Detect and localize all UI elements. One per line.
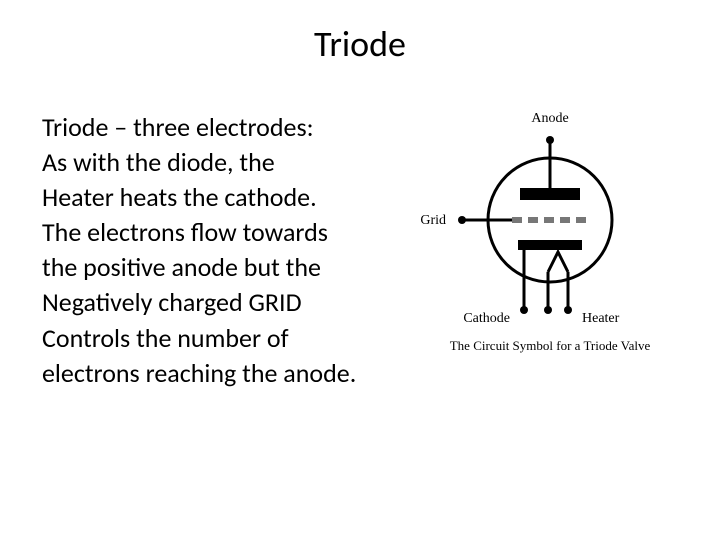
- slide-title: Triode: [0, 22, 720, 66]
- grid-terminal-dot: [458, 216, 466, 224]
- grid-label: Grid: [420, 213, 446, 228]
- anode-terminal-dot: [546, 136, 554, 144]
- triode-diagram: Anode Grid Cathode Heater The Circuit Sy…: [400, 100, 700, 370]
- anode-label: Anode: [531, 111, 568, 126]
- body-line: Heater heats the cathode.: [42, 180, 392, 215]
- body-line: The electrons flow towards: [42, 215, 392, 250]
- heater-label: Heater: [582, 311, 620, 326]
- body-line: Triode – three electrodes:: [42, 110, 392, 145]
- cathode-plate: [518, 240, 582, 250]
- grid-dash: [544, 217, 554, 223]
- body-line: electrons reaching the anode.: [42, 356, 392, 391]
- heater-terminal-dot: [544, 306, 552, 314]
- grid-dash: [528, 217, 538, 223]
- body-line: As with the diode, the: [42, 145, 392, 180]
- body-line: Controls the number of: [42, 321, 392, 356]
- cathode-terminal-dot: [520, 306, 528, 314]
- grid-dash: [512, 217, 522, 223]
- cathode-label: Cathode: [463, 311, 510, 326]
- body-line: Negatively charged GRID: [42, 285, 392, 320]
- anode-plate: [520, 188, 580, 200]
- body-line: the positive anode but the: [42, 250, 392, 285]
- body-text: Triode – three electrodes: As with the d…: [42, 110, 392, 391]
- slide: Triode Triode – three electrodes: As wit…: [0, 0, 720, 540]
- grid-dash: [560, 217, 570, 223]
- diagram-caption: The Circuit Symbol for a Triode Valve: [450, 338, 651, 353]
- heater-terminal-dot: [564, 306, 572, 314]
- grid-dash: [576, 217, 586, 223]
- heater-filament: [548, 252, 568, 272]
